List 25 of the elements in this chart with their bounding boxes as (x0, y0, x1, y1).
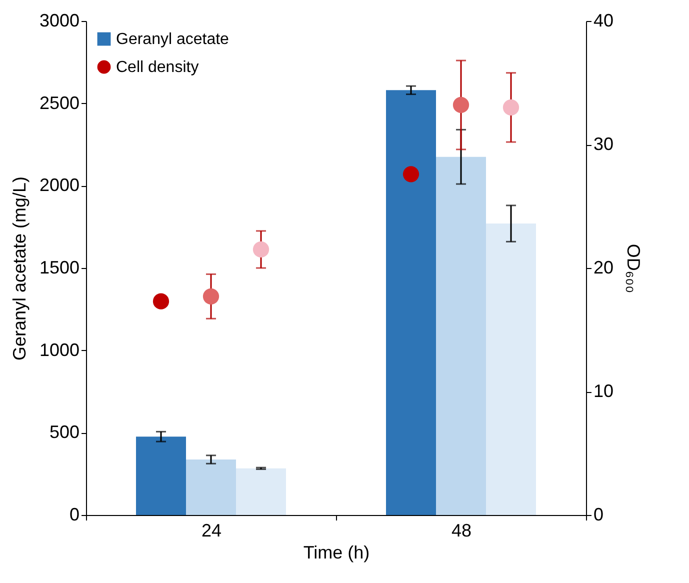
legend-label: Geranyl acetate (116, 31, 230, 48)
y-axis-title: Geranyl acetate (mg/L) (9, 176, 30, 361)
bar (236, 468, 286, 515)
bar (386, 90, 436, 515)
bar (186, 460, 236, 515)
y-tick-label: 1000 (39, 340, 80, 360)
y-tick-label: 2000 (39, 175, 80, 196)
y-tick-label: 3000 (39, 10, 80, 30)
y2-tick-label: 20 (594, 258, 614, 278)
x-axis-title: Time (h) (303, 542, 370, 562)
legend-label: Cell density (116, 59, 199, 76)
bar (486, 224, 536, 515)
y2-tick-label: 30 (594, 134, 614, 154)
y-tick-label: 500 (49, 422, 80, 442)
bar (136, 436, 186, 515)
x-tick-label: 24 (201, 520, 222, 540)
y2-tick-label: 40 (594, 10, 614, 30)
y2-tick-label: 0 (594, 504, 604, 524)
y-tick-label: 1500 (39, 258, 80, 278)
y-tick-label: 2500 (39, 92, 80, 113)
y2-axis-title: OD₆₀₀ (624, 244, 644, 294)
bar (436, 156, 486, 515)
y-tick-label: 0 (69, 504, 80, 524)
x-tick-label: 48 (451, 520, 472, 540)
y2-tick-label: 10 (594, 381, 614, 401)
